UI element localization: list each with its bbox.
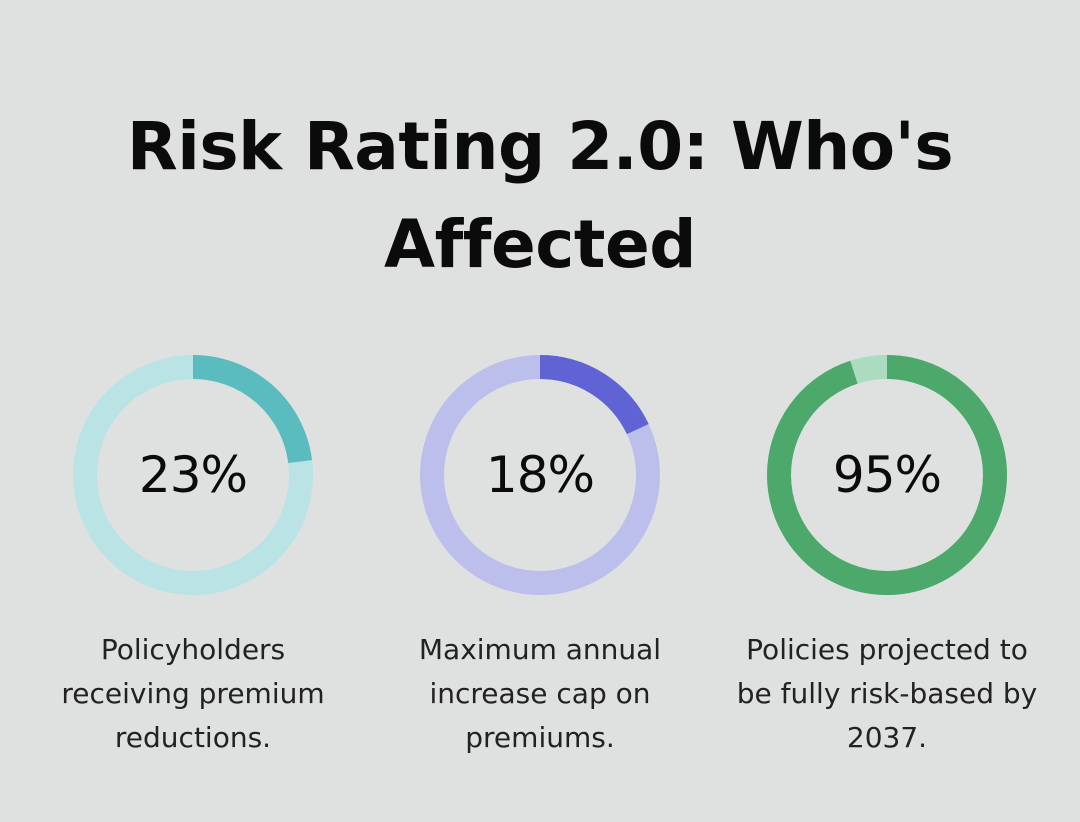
caption-premium-reductions: Policyholders receiving premium reductio… <box>61 633 325 754</box>
donut-arc-premium-reductions <box>73 355 313 595</box>
donut-arc-increase-cap <box>420 355 660 595</box>
donut-svg-premium-reductions <box>73 355 313 595</box>
donut-chart-increase-cap <box>418 353 662 597</box>
percent-label-increase-cap: 18% <box>485 446 595 504</box>
donut-svg-increase-cap <box>420 355 660 595</box>
percent-label-risk-based-policies: 95% <box>832 446 942 504</box>
donut-chart-risk-based-policies <box>765 353 1009 597</box>
stat-card-premium-reductions: 23% Policyholders receiving premium redu… <box>33 350 353 780</box>
donut-chart-premium-reductions <box>71 353 315 597</box>
stat-card-increase-cap: 18% Maximum annual increase cap on premi… <box>380 350 700 780</box>
donut-svg-risk-based-policies <box>767 355 1007 595</box>
caption-increase-cap: Maximum annual increase cap on premiums. <box>418 633 662 754</box>
percent-label-premium-reductions: 23% <box>138 446 248 504</box>
caption-risk-based-policies: Policies projected to be fully risk-base… <box>736 633 1038 754</box>
donut-arc-risk-based-policies <box>767 355 1007 595</box>
page-title: Risk Rating 2.0: Who's Affected <box>126 108 954 283</box>
stat-card-risk-based-policies: 95% Policies projected to be fully risk-… <box>727 350 1047 780</box>
